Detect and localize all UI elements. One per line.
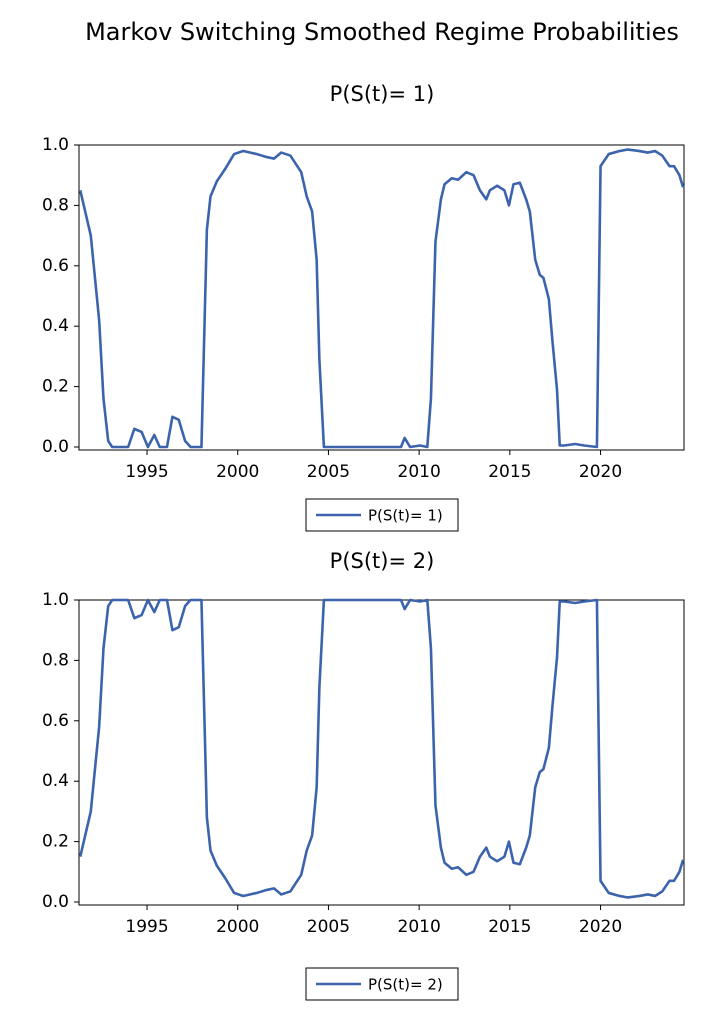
y-tick-label: 0.8 (42, 650, 69, 670)
x-tick-label: 2005 (307, 917, 350, 937)
x-tick-label: 2015 (488, 917, 531, 937)
chart-title: P(S(t)= 2) (330, 549, 435, 573)
x-tick-label: 2015 (488, 462, 531, 482)
x-tick-label: 1995 (125, 462, 168, 482)
plot-frame (78, 144, 685, 451)
x-tick-label: 2010 (398, 917, 441, 937)
x-tick-label: 2020 (579, 917, 622, 937)
y-tick-label: 0.8 (42, 195, 69, 215)
y-tick-label: 0.2 (42, 832, 69, 852)
y-tick-label: 0.6 (42, 256, 69, 276)
y-tick-label: 1.0 (42, 135, 69, 155)
chart-title: P(S(t)= 1) (330, 82, 435, 106)
legend-label: P(S(t)= 1) (368, 507, 443, 525)
legend-label: P(S(t)= 2) (368, 976, 443, 994)
x-tick-label: 2000 (216, 462, 259, 482)
y-tick-label: 0.4 (42, 771, 69, 791)
series-line (79, 148, 685, 449)
x-tick-label: 2020 (579, 462, 622, 482)
y-tick-label: 0.4 (42, 316, 69, 336)
x-tick-label: 2010 (398, 462, 441, 482)
plot-frame (78, 599, 685, 906)
x-tick-label: 2005 (307, 462, 350, 482)
main-title: Markov Switching Smoothed Regime Probabi… (85, 18, 679, 46)
y-tick-label: 0.2 (42, 377, 69, 397)
y-tick-label: 0.0 (42, 892, 69, 912)
x-tick-label: 2000 (216, 917, 259, 937)
series-line (79, 598, 685, 899)
x-tick-label: 1995 (125, 917, 168, 937)
y-tick-label: 0.6 (42, 711, 69, 731)
y-tick-label: 0.0 (42, 437, 69, 457)
y-tick-label: 1.0 (42, 590, 69, 610)
